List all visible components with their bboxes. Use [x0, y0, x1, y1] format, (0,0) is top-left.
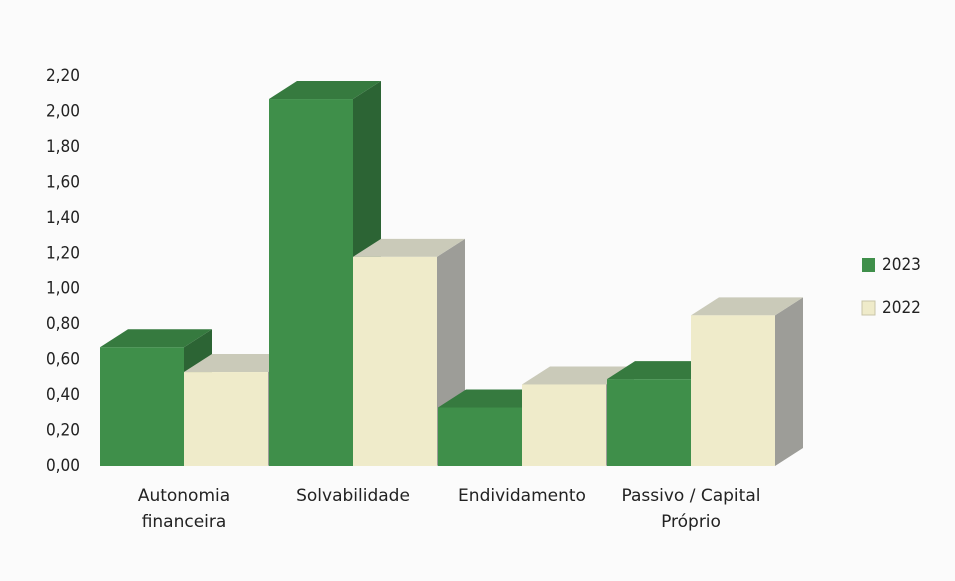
bar	[438, 407, 522, 466]
bar-side	[775, 297, 803, 466]
y-tick-label: 1,60	[46, 172, 80, 192]
y-tick-label: 1,00	[46, 279, 80, 299]
legend-swatch	[861, 300, 876, 316]
bar	[269, 99, 353, 466]
x-tick-label: Endividamento	[458, 486, 586, 506]
y-tick-label: 0,60	[46, 350, 80, 370]
bar	[522, 384, 606, 466]
y-tick-label: 0,20	[46, 421, 80, 441]
bar	[691, 315, 775, 466]
y-tick-label: 1,20	[46, 243, 80, 263]
legend-label: 2022	[882, 298, 921, 318]
y-tick-label: 0,00	[46, 456, 80, 476]
bar	[607, 379, 691, 466]
legend-label: 2023	[882, 255, 921, 275]
bar-top	[353, 238, 465, 257]
bar-top	[100, 329, 212, 348]
bar-top	[184, 354, 296, 373]
y-tick-label: 0,40	[46, 385, 80, 405]
y-tick-label: 2,20	[46, 66, 80, 86]
x-tick-label: Passivo / Capital Próprio	[621, 486, 761, 532]
y-tick-label: 1,80	[46, 137, 80, 157]
legend-swatch	[862, 258, 875, 272]
bar	[100, 347, 184, 466]
bar	[184, 372, 268, 466]
bar-top	[522, 366, 634, 385]
x-tick-label: Solvabilidade	[296, 486, 410, 506]
y-tick-label: 1,40	[46, 208, 80, 228]
y-tick-label: 2,00	[46, 101, 80, 121]
bar	[353, 256, 437, 466]
bar-top	[691, 297, 803, 316]
bar-top	[269, 81, 381, 100]
x-tick-label: Autonomia financeira	[137, 486, 231, 532]
y-tick-label: 0,80	[46, 314, 80, 334]
